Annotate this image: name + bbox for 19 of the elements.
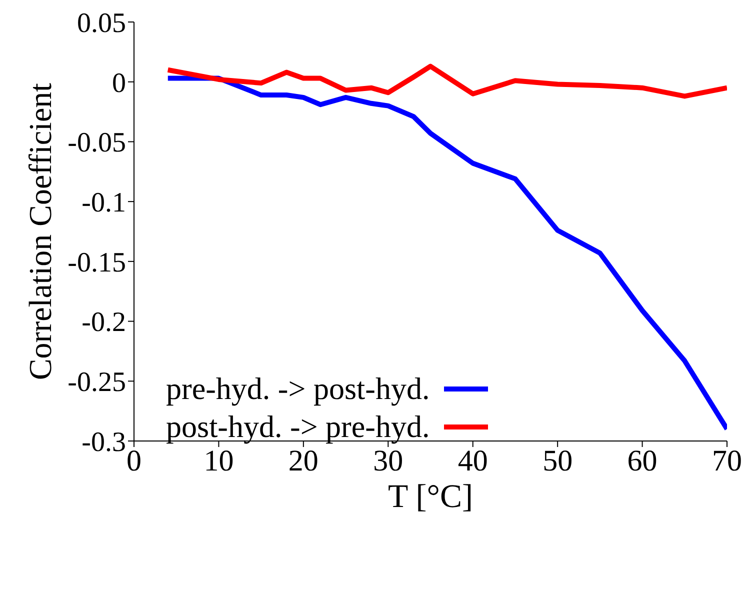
y-tick-label: -0.3 [82,426,126,458]
x-axis-title: T [°C] [388,479,473,515]
x-tick-label: 50 [542,444,573,478]
x-tick-label: 20 [288,444,318,478]
y-tick-label: 0.05 [77,8,126,39]
legend-label: post-hyd. -> pre-hyd. [166,408,430,446]
x-tick-label: 10 [204,444,234,478]
y-tick-label: 0 [112,68,126,99]
y-tick-label: -0.05 [68,128,126,159]
y-axis-title: Correlation Coefficient [22,82,58,380]
legend-label: pre-hyd. -> post-hyd. [166,370,430,408]
x-tick-label: 70 [712,444,742,478]
x-tick-label: 60 [627,444,658,478]
y-tick-label: -0.15 [68,247,126,278]
y-tick-label: -0.25 [68,367,126,398]
x-tick-label: 40 [458,444,488,478]
x-tick-label: 30 [373,444,404,478]
y-tick-label: -0.2 [82,307,126,338]
y-tick-label: -0.1 [82,188,126,219]
